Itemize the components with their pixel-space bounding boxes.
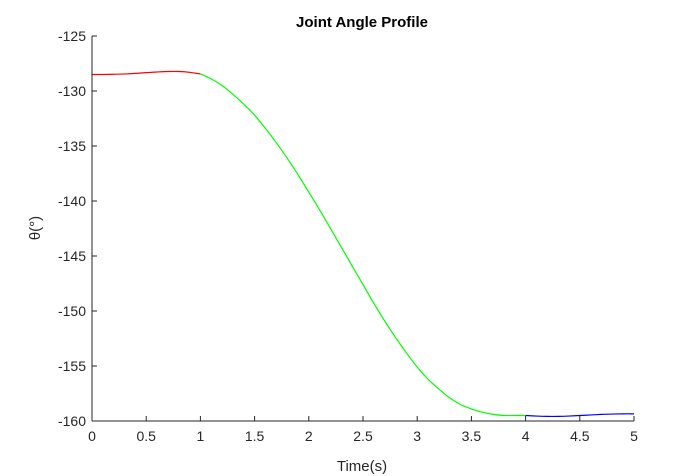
x-tick-label: 3.5 (462, 428, 482, 444)
y-tick-label: -145 (58, 248, 86, 264)
x-tick-label: 1 (197, 428, 205, 444)
x-tick-label: 0.5 (136, 428, 156, 444)
y-axis-label: θ(°) (27, 216, 44, 240)
x-tick-label: 4 (522, 428, 530, 444)
chart-title: Joint Angle Profile (296, 14, 428, 31)
y-tick-label: -160 (58, 413, 86, 429)
x-tick-label: 3 (413, 428, 421, 444)
axes-layer: 0 0.5 1 1.5 2 2.5 3 3.5 4 4.5 5 -160 -155 -150 -145 -14… (58, 28, 638, 444)
y-tick-label: -150 (58, 303, 86, 319)
series-layer (91, 70, 635, 418)
x-tick-label: 4.5 (570, 428, 590, 444)
y-tick-label: -130 (58, 83, 86, 99)
x-axis-label: Time(s) (337, 458, 387, 475)
y-tick-label: -155 (58, 358, 86, 374)
series-line-3 (525, 413, 635, 418)
y-tick-label: -135 (58, 138, 86, 154)
y-tick-label: -140 (58, 193, 86, 209)
x-tick-label: 1.5 (245, 428, 265, 444)
series-line-2 (200, 73, 526, 417)
y-tick-label: -125 (58, 28, 86, 44)
x-tick-label: 2 (305, 428, 313, 444)
series-line-1 (91, 70, 201, 76)
x-tick-label: 0 (88, 428, 96, 444)
x-tick-label: 2.5 (353, 428, 373, 444)
x-tick-label: 5 (630, 428, 638, 444)
